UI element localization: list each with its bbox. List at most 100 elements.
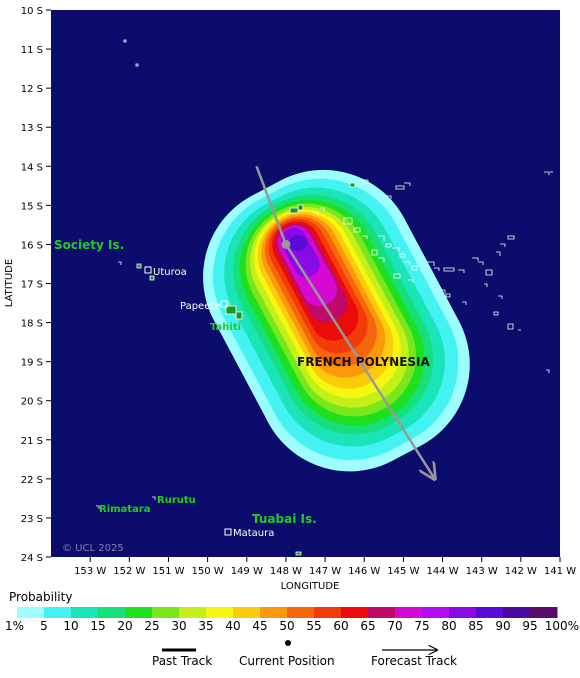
region-french-polynesia: FRENCH POLYNESIA (297, 355, 431, 369)
place-papeete: Papeete (180, 301, 220, 312)
lat-tick-label: 11 S (21, 45, 43, 56)
lat-tick-label: 13 S (21, 123, 43, 134)
legend-swatch (260, 607, 288, 618)
legend-swatch (71, 607, 99, 618)
legend-label: 65 (360, 619, 375, 633)
legend-label: 60 (333, 619, 348, 633)
swath-band-90 (289, 235, 307, 251)
place-rimatara: Rimatara (99, 504, 151, 515)
legend-title: Probability (9, 590, 73, 604)
legend-label: 90 (495, 619, 510, 633)
region-society-islands: Society Is. (54, 238, 124, 252)
legend-label: 10 (63, 619, 78, 633)
legend-label: 45 (252, 619, 267, 633)
past-track-key-label: Past Track (152, 654, 213, 668)
place-tahiti: Tahiti (210, 322, 241, 333)
lat-tick-label: 14 S (21, 162, 43, 173)
place-rurutu: Rurutu (157, 495, 196, 506)
lat-tick-label: 18 S (21, 319, 43, 330)
lat-tick-label: 19 S (21, 358, 43, 369)
legend-label: 70 (387, 619, 402, 633)
legend-swatch (422, 607, 450, 618)
legend-label: 5 (40, 619, 48, 633)
current-position-key-symbol (285, 640, 291, 646)
legend-label: 25 (144, 619, 159, 633)
legend-label: 95 (522, 619, 537, 633)
legend-label: 75 (414, 619, 429, 633)
islands (96, 39, 553, 556)
legend-swatch (449, 607, 477, 618)
lon-tick-label: 143 W (466, 566, 498, 577)
lat-tick-label: 22 S (21, 475, 43, 486)
legend-label: 30 (171, 619, 186, 633)
past-track-line (255, 165, 288, 245)
latitude-axis: 10 S 11 S 12 S 13 S 14 S 15 S 16 S 17 S 18 S 19 S… (21, 6, 51, 564)
lon-tick-label: 145 W (387, 566, 419, 577)
legend-label: 15 (90, 619, 105, 633)
legend-swatch (503, 607, 531, 618)
papeete-marker (220, 300, 228, 308)
legend-swatch (44, 607, 72, 618)
lon-tick-label: 141 W (544, 566, 576, 577)
lat-tick-label: 20 S (21, 397, 43, 408)
lat-tick-label: 15 S (21, 201, 43, 212)
place-markers (144, 266, 232, 536)
legend-label: 50 (279, 619, 294, 633)
legend-swatch (341, 607, 369, 618)
lon-tick-label: 142 W (505, 566, 537, 577)
forecast-track-line (284, 243, 435, 478)
mataura-marker (224, 528, 232, 536)
copyright-text: © UCL 2025 (62, 543, 124, 554)
probability-scale-labels: 1% 5 10 15 20 25 30 35 40 45 50 55 60 65 70 75 80 85 90 95 1… (5, 619, 579, 633)
legend-label: 20 (117, 619, 132, 633)
lat-tick-label: 10 S (21, 6, 43, 17)
map-layers: Society Is. Tuabai Is. FRENCH POLYNESIA … (54, 39, 553, 556)
lat-tick-label: 21 S (21, 436, 43, 447)
probability-color-bar (17, 607, 558, 618)
lat-tick-label: 17 S (21, 280, 43, 291)
place-mataura: Mataura (233, 528, 274, 539)
lat-tick-label: 12 S (21, 84, 43, 95)
legend-swatch (152, 607, 180, 618)
current-position-marker (281, 239, 291, 249)
legend-label: 80 (441, 619, 456, 633)
legend-swatch (287, 607, 315, 618)
legend-swatch (368, 607, 396, 618)
legend-swatch (476, 607, 504, 618)
legend-label: 1% (5, 619, 24, 633)
legend-swatch (233, 607, 261, 618)
longitude-axis-title: LONGITUDE (281, 581, 340, 592)
storm-track (255, 165, 435, 479)
forecast-track-key-label: Forecast Track (371, 654, 457, 668)
lon-tick-label: 151 W (152, 566, 184, 577)
legend-swatch (125, 607, 153, 618)
probability-swath (203, 169, 470, 472)
lat-tick-label: 16 S (21, 240, 43, 251)
lon-tick-label: 150 W (192, 566, 224, 577)
lon-tick-label: 149 W (231, 566, 263, 577)
lat-tick-label: 23 S (21, 514, 43, 525)
legend-swatch (179, 607, 207, 618)
longitude-axis: 153 W 152 W 151 W 150 W 149 W 148 W 147 W 146 W… (74, 557, 576, 577)
legend-label: 100% (545, 619, 579, 633)
legend-label: 35 (198, 619, 213, 633)
legend-swatch (98, 607, 126, 618)
legend-swatch (314, 607, 342, 618)
lon-tick-label: 152 W (113, 566, 145, 577)
lon-tick-label: 144 W (426, 566, 458, 577)
legend-swatch (206, 607, 234, 618)
legend-label: 85 (468, 619, 483, 633)
legend-swatch (395, 607, 423, 618)
lon-tick-label: 147 W (309, 566, 341, 577)
lon-tick-label: 153 W (74, 566, 106, 577)
place-uturoa: Uturoa (153, 267, 187, 278)
lon-tick-label: 148 W (270, 566, 302, 577)
region-tubuai-islands: Tuabai Is. (252, 512, 317, 526)
legend-swatch (530, 607, 558, 618)
current-position-key-label: Current Position (239, 654, 335, 668)
legend-label: 55 (306, 619, 321, 633)
lat-tick-label: 24 S (21, 553, 43, 564)
legend-label: 40 (225, 619, 240, 633)
legend-swatch (17, 607, 45, 618)
